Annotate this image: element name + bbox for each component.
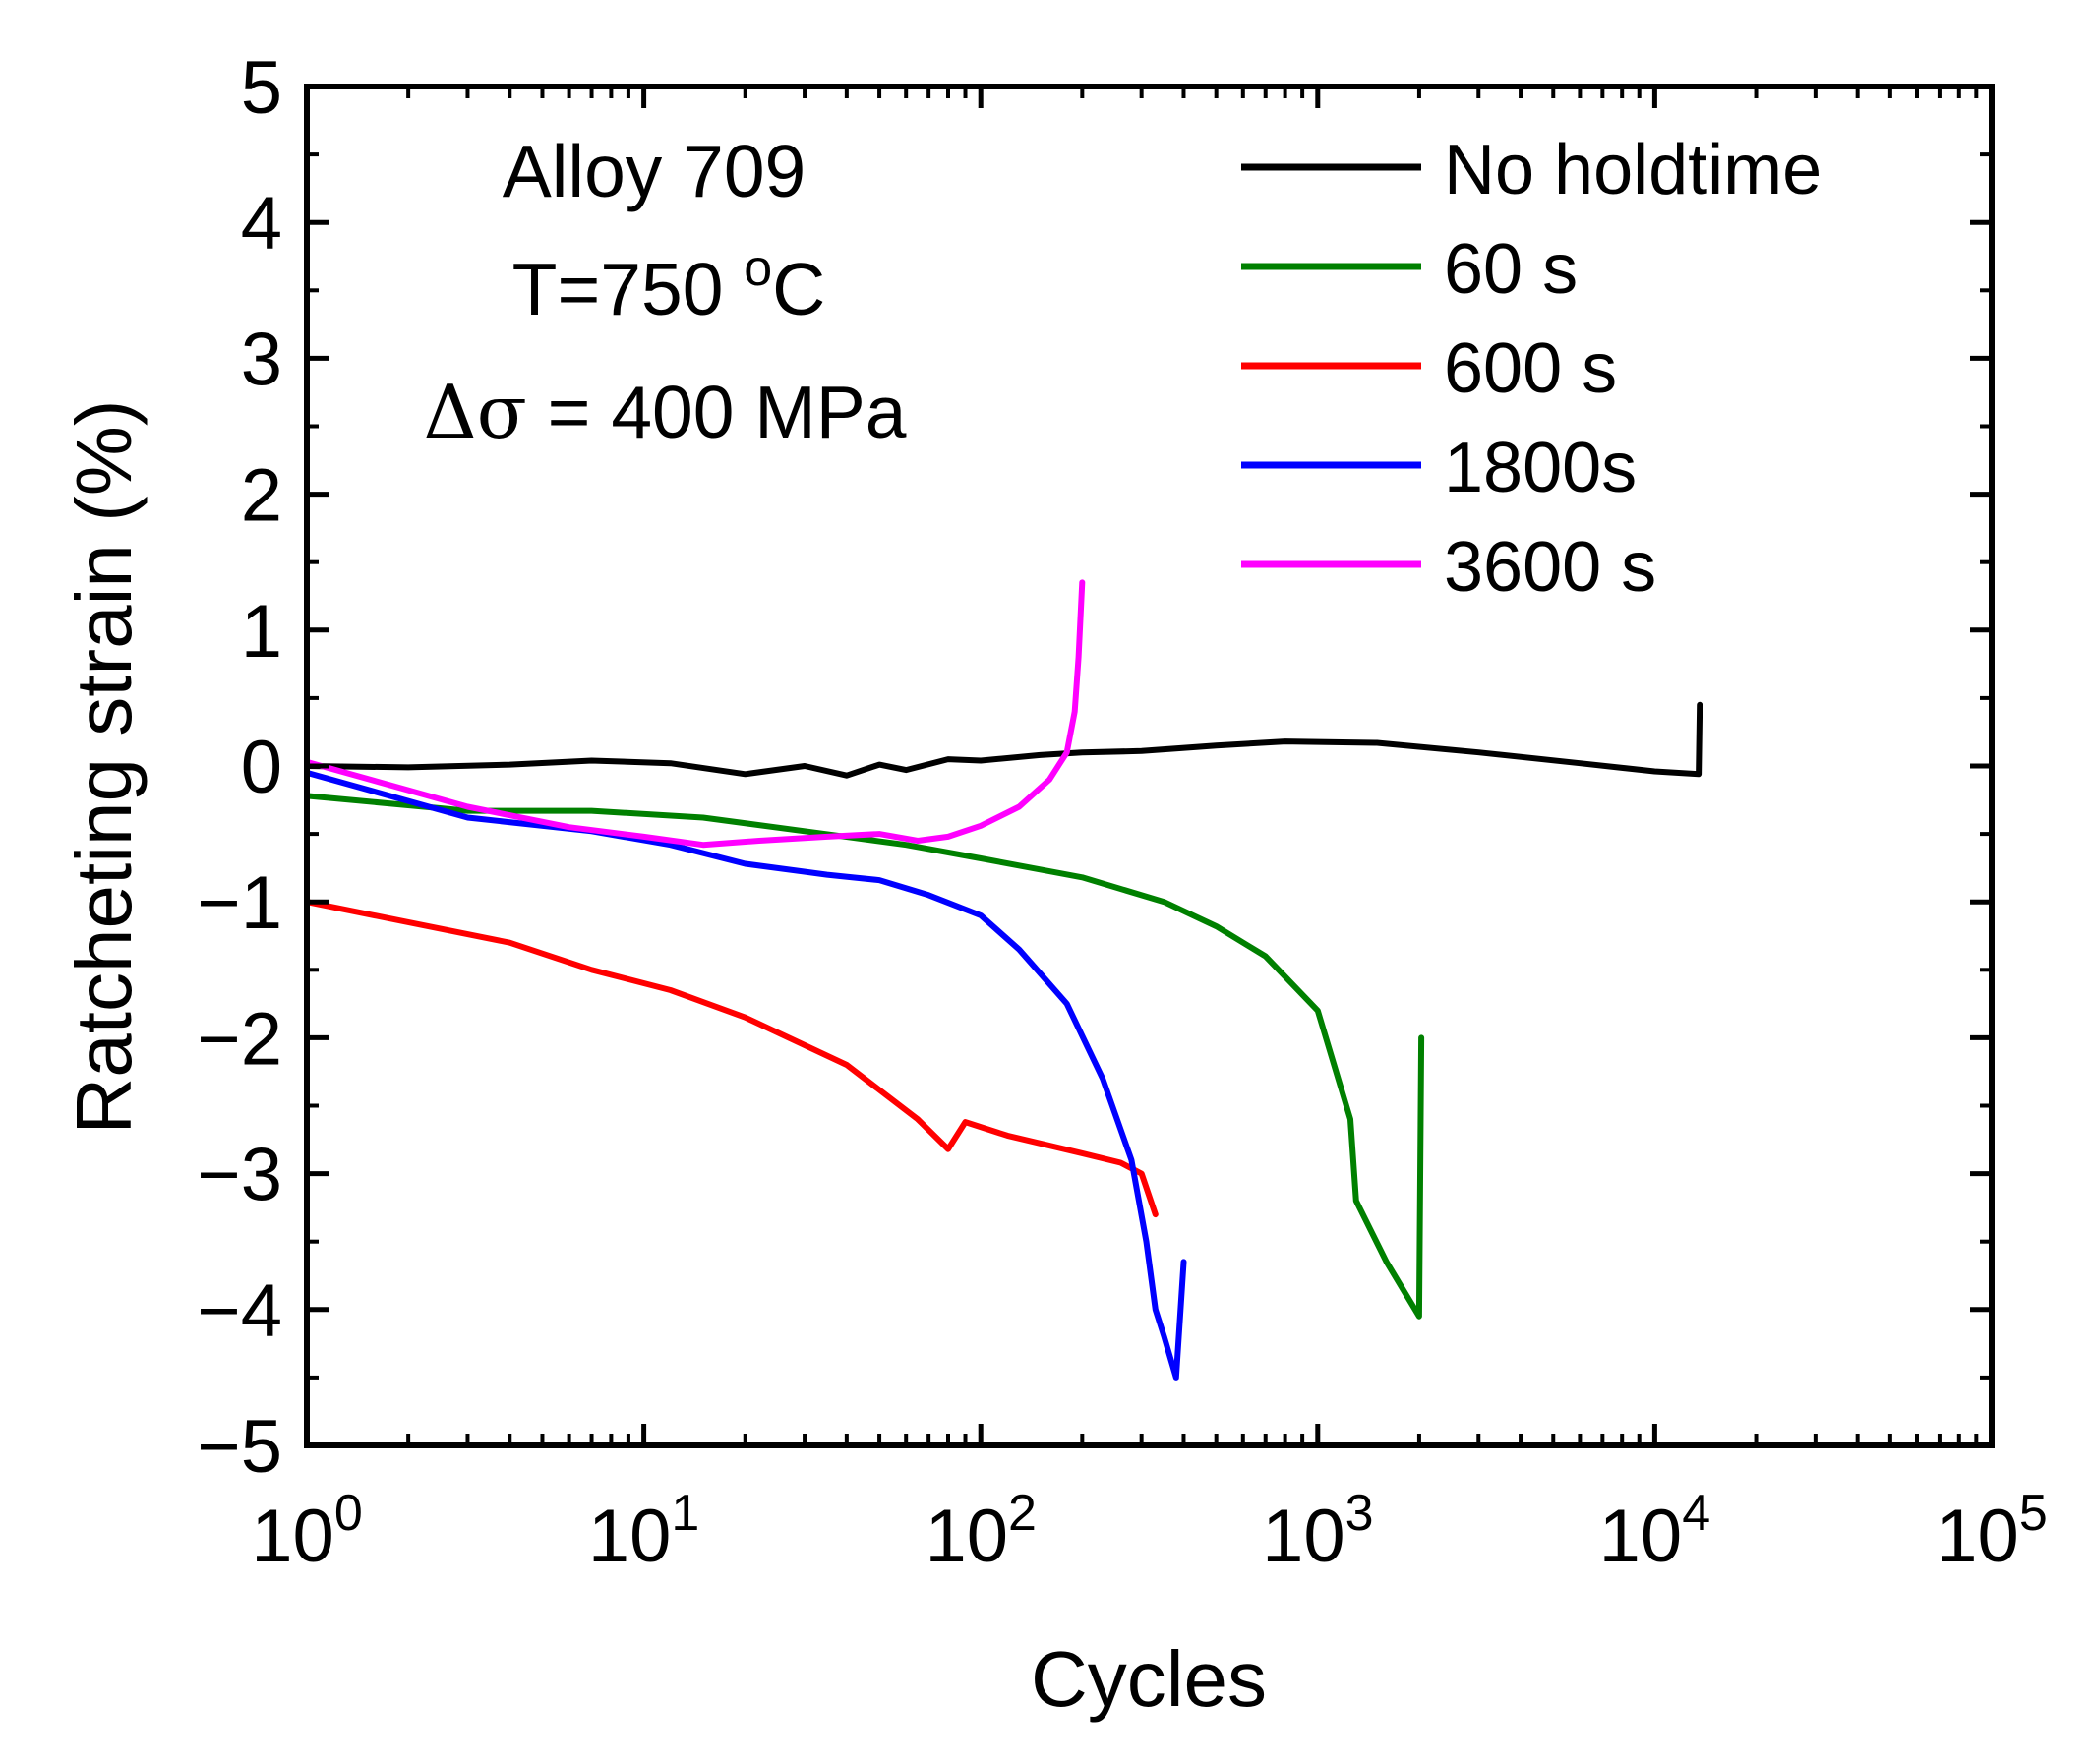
- series-line-no-holdtime: [304, 701, 1703, 779]
- y-tick-label: 4: [241, 182, 282, 265]
- legend-label: 1800s: [1444, 429, 1637, 507]
- y-tick-label: −4: [197, 1269, 282, 1353]
- y-tick-label: 5: [241, 46, 282, 130]
- y-axis-label: Ratcheting strain (%): [60, 400, 148, 1135]
- series-line-3600-s: [304, 579, 1086, 849]
- y-tick-label: 0: [241, 726, 282, 809]
- x-tick-label: 105: [1936, 1485, 2047, 1578]
- legend: No holdtime 60 s 600 s 1800s 3600 s: [1241, 131, 1822, 607]
- series-line-600-s: [304, 899, 1159, 1218]
- series-layer: [304, 579, 1703, 1381]
- series-line-60-s: [304, 793, 1425, 1320]
- x-tick-label: 101: [588, 1485, 699, 1578]
- y-tick-label: −2: [197, 997, 282, 1081]
- y-tick-label: 1: [241, 590, 282, 674]
- x-axis-label: Cycles: [1031, 1635, 1267, 1723]
- x-tick-label: 104: [1599, 1485, 1710, 1578]
- y-tick-label: 2: [241, 454, 282, 538]
- y-tick-label: −3: [197, 1134, 282, 1217]
- x-tick-label: 103: [1262, 1485, 1373, 1578]
- annotation-alloy: Alloy 709: [503, 130, 807, 212]
- annotation: Alloy 709 T=750 oC Δσ = 400 MPa: [423, 130, 906, 455]
- x-tick-label: 102: [925, 1485, 1036, 1578]
- y-tick-label: −5: [197, 1405, 282, 1489]
- legend-label: 60 s: [1444, 230, 1578, 309]
- y-tick-label: 3: [241, 318, 282, 401]
- x-tick-label: 100: [251, 1485, 362, 1578]
- annotation-stress-range: Δσ = 400 MPa: [423, 369, 906, 455]
- series-line-1800s: [304, 769, 1187, 1381]
- legend-label: 3600 s: [1444, 528, 1656, 607]
- legend-label: 600 s: [1444, 329, 1617, 408]
- y-tick-label: −1: [197, 861, 282, 945]
- legend-label: No holdtime: [1444, 131, 1822, 209]
- annotation-temperature: T=750 oC: [512, 240, 826, 330]
